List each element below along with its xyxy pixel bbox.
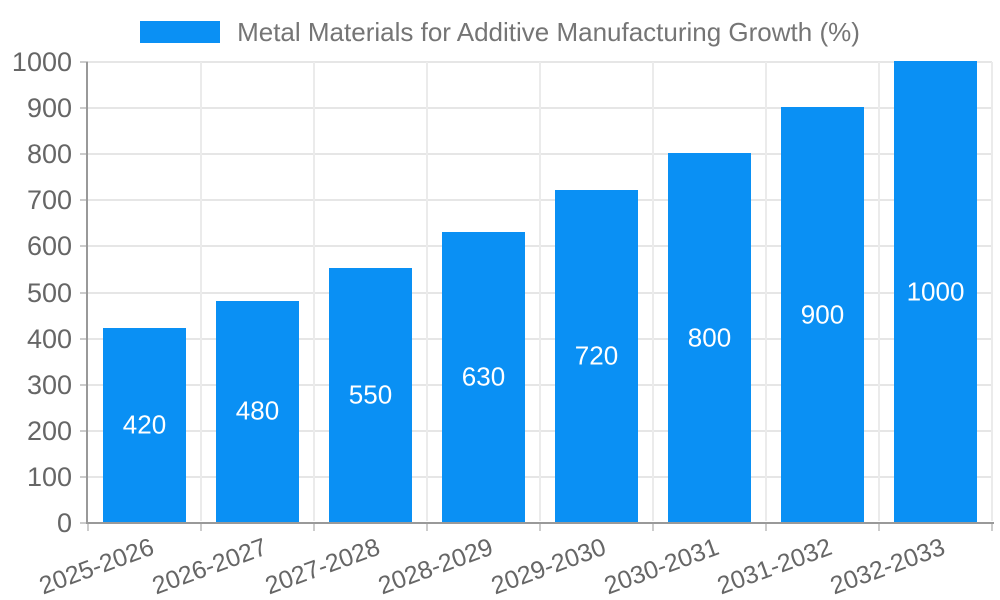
x-axis-tick (426, 523, 428, 531)
bar-2025-2026: 420 (103, 328, 186, 522)
y-axis-label: 300 (26, 369, 72, 400)
x-axis-label: 2031-2032 (713, 533, 836, 600)
x-axis-tick (200, 523, 202, 531)
x-axis-label: 2026-2027 (148, 533, 271, 600)
y-axis-label: 700 (26, 185, 72, 216)
gridline-vertical (878, 62, 880, 521)
x-axis-tick (313, 523, 315, 531)
x-axis-tick (652, 523, 654, 531)
bar-2032-2033: 1000 (894, 61, 977, 522)
bar-value-label: 720 (574, 340, 619, 371)
y-axis-tick (80, 153, 88, 156)
bar-2029-2030: 720 (555, 190, 638, 522)
gridline-vertical (765, 62, 767, 521)
x-axis-label: 2029-2030 (487, 533, 610, 600)
x-axis-tick (878, 523, 880, 531)
x-axis-tick (539, 523, 541, 531)
bar-value-label: 900 (800, 299, 845, 330)
bar-value-label: 550 (348, 379, 393, 410)
bar-2027-2028: 550 (329, 268, 412, 522)
y-axis-label: 900 (26, 93, 72, 124)
bar-value-label: 1000 (906, 276, 965, 306)
x-axis-tick (765, 523, 767, 531)
y-axis-line (86, 62, 88, 523)
y-axis-label: 0 (56, 508, 72, 538)
bar-2031-2032: 900 (781, 107, 864, 522)
y-axis-tick (80, 61, 88, 63)
y-axis-tick (80, 475, 88, 478)
bar-2030-2031: 800 (668, 153, 751, 522)
x-axis-label: 2030-2031 (600, 533, 723, 600)
x-axis-label: 2028-2029 (374, 533, 497, 600)
legend-swatch (140, 21, 221, 43)
gridline-vertical (539, 62, 541, 521)
y-axis-label: 1000 (11, 47, 72, 77)
chart-legend: Metal Materials for Additive Manufacturi… (0, 17, 1000, 47)
gridline-vertical (426, 62, 428, 521)
gridline-vertical (991, 62, 993, 521)
x-axis-label: 2032-2033 (826, 533, 949, 600)
gridline-vertical (200, 62, 202, 521)
y-axis-tick (80, 429, 88, 432)
y-axis-label: 400 (26, 323, 72, 354)
y-axis-label: 500 (26, 277, 72, 308)
bar-value-label: 420 (122, 409, 167, 440)
bar-2028-2029: 630 (442, 231, 525, 522)
x-axis-line (86, 522, 994, 524)
x-axis-label: 2025-2026 (35, 533, 158, 600)
x-axis-label: 2027-2028 (261, 533, 384, 600)
y-axis-tick (80, 245, 88, 248)
gridline-vertical (313, 62, 315, 521)
bar-value-label: 480 (235, 395, 280, 426)
y-axis-label: 200 (26, 415, 72, 446)
y-axis-label: 100 (26, 461, 72, 492)
x-axis-tick (991, 523, 993, 531)
y-axis-tick (80, 291, 88, 294)
x-axis-tick (87, 523, 89, 531)
y-axis-label: 600 (26, 231, 72, 262)
y-axis-tick (80, 107, 88, 110)
y-axis-tick (80, 337, 88, 340)
bar-value-label: 630 (461, 361, 506, 392)
y-axis-tick (80, 199, 88, 202)
y-axis-tick (80, 522, 88, 524)
legend-label: Metal Materials for Additive Manufacturi… (237, 16, 860, 47)
y-axis-tick (80, 383, 88, 386)
bar-value-label: 800 (687, 322, 732, 353)
bar-2026-2027: 480 (216, 300, 299, 522)
gridline-vertical (652, 62, 654, 521)
y-axis-label: 800 (26, 139, 72, 170)
